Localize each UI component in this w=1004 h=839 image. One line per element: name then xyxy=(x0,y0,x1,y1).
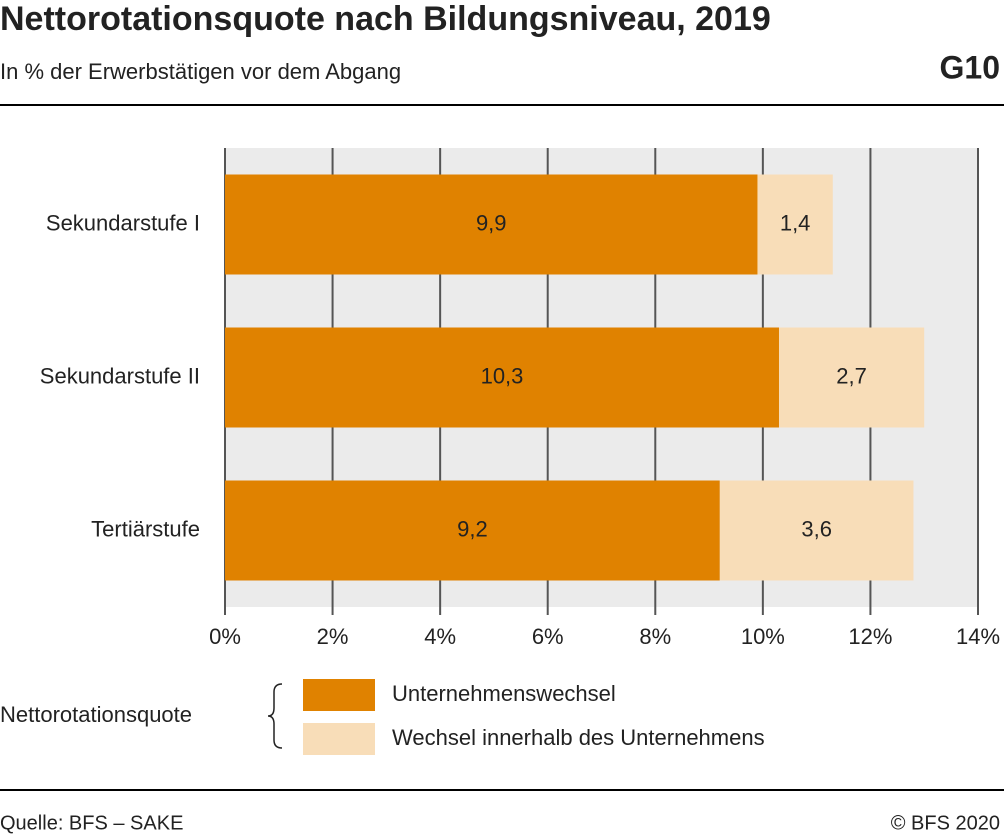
x-tick-label: 6% xyxy=(532,624,564,649)
value-label: 9,9 xyxy=(476,210,507,235)
y-tick-label: Sekundarstufe I xyxy=(46,210,200,235)
x-tick-label: 10% xyxy=(741,624,785,649)
x-tick-label: 12% xyxy=(848,624,892,649)
bar-segment xyxy=(757,174,833,275)
legend-brace xyxy=(267,683,283,749)
value-label: 2,7 xyxy=(836,363,867,388)
chart-subtitle: In % der Erwerbstätigen vor dem Abgang xyxy=(0,59,401,84)
value-label: 1,4 xyxy=(780,210,811,235)
y-tick-label: Sekundarstufe II xyxy=(40,363,200,388)
legend-title: Nettorotationsquote xyxy=(0,702,192,727)
chart-title: Nettorotationsquote nach Bildungsniveau,… xyxy=(0,0,771,38)
x-tick-label: 0% xyxy=(209,624,241,649)
legend-label: Unternehmenswechsel xyxy=(392,681,616,706)
copyright: © BFS 2020 xyxy=(891,812,1000,834)
bar-segment xyxy=(225,327,779,428)
bar-segment xyxy=(225,480,720,581)
x-tick-label: 4% xyxy=(424,624,456,649)
bar-segment xyxy=(778,327,925,428)
chart-id: G10 xyxy=(940,49,1000,85)
value-label: 10,3 xyxy=(481,363,524,388)
x-tick-label: 14% xyxy=(956,624,1000,649)
y-tick-label: Tertiärstufe xyxy=(91,516,200,541)
value-label: 9,2 xyxy=(457,516,488,541)
value-label: 3,6 xyxy=(801,516,832,541)
x-tick-label: 2% xyxy=(317,624,349,649)
legend-swatch xyxy=(303,679,375,711)
x-tick-label: 8% xyxy=(639,624,671,649)
source: Quelle: BFS – SAKE xyxy=(0,812,183,834)
legend-swatch xyxy=(303,723,375,755)
bar-segment xyxy=(225,174,758,275)
bar-segment xyxy=(719,480,914,581)
legend-label: Wechsel innerhalb des Unternehmens xyxy=(392,725,765,750)
